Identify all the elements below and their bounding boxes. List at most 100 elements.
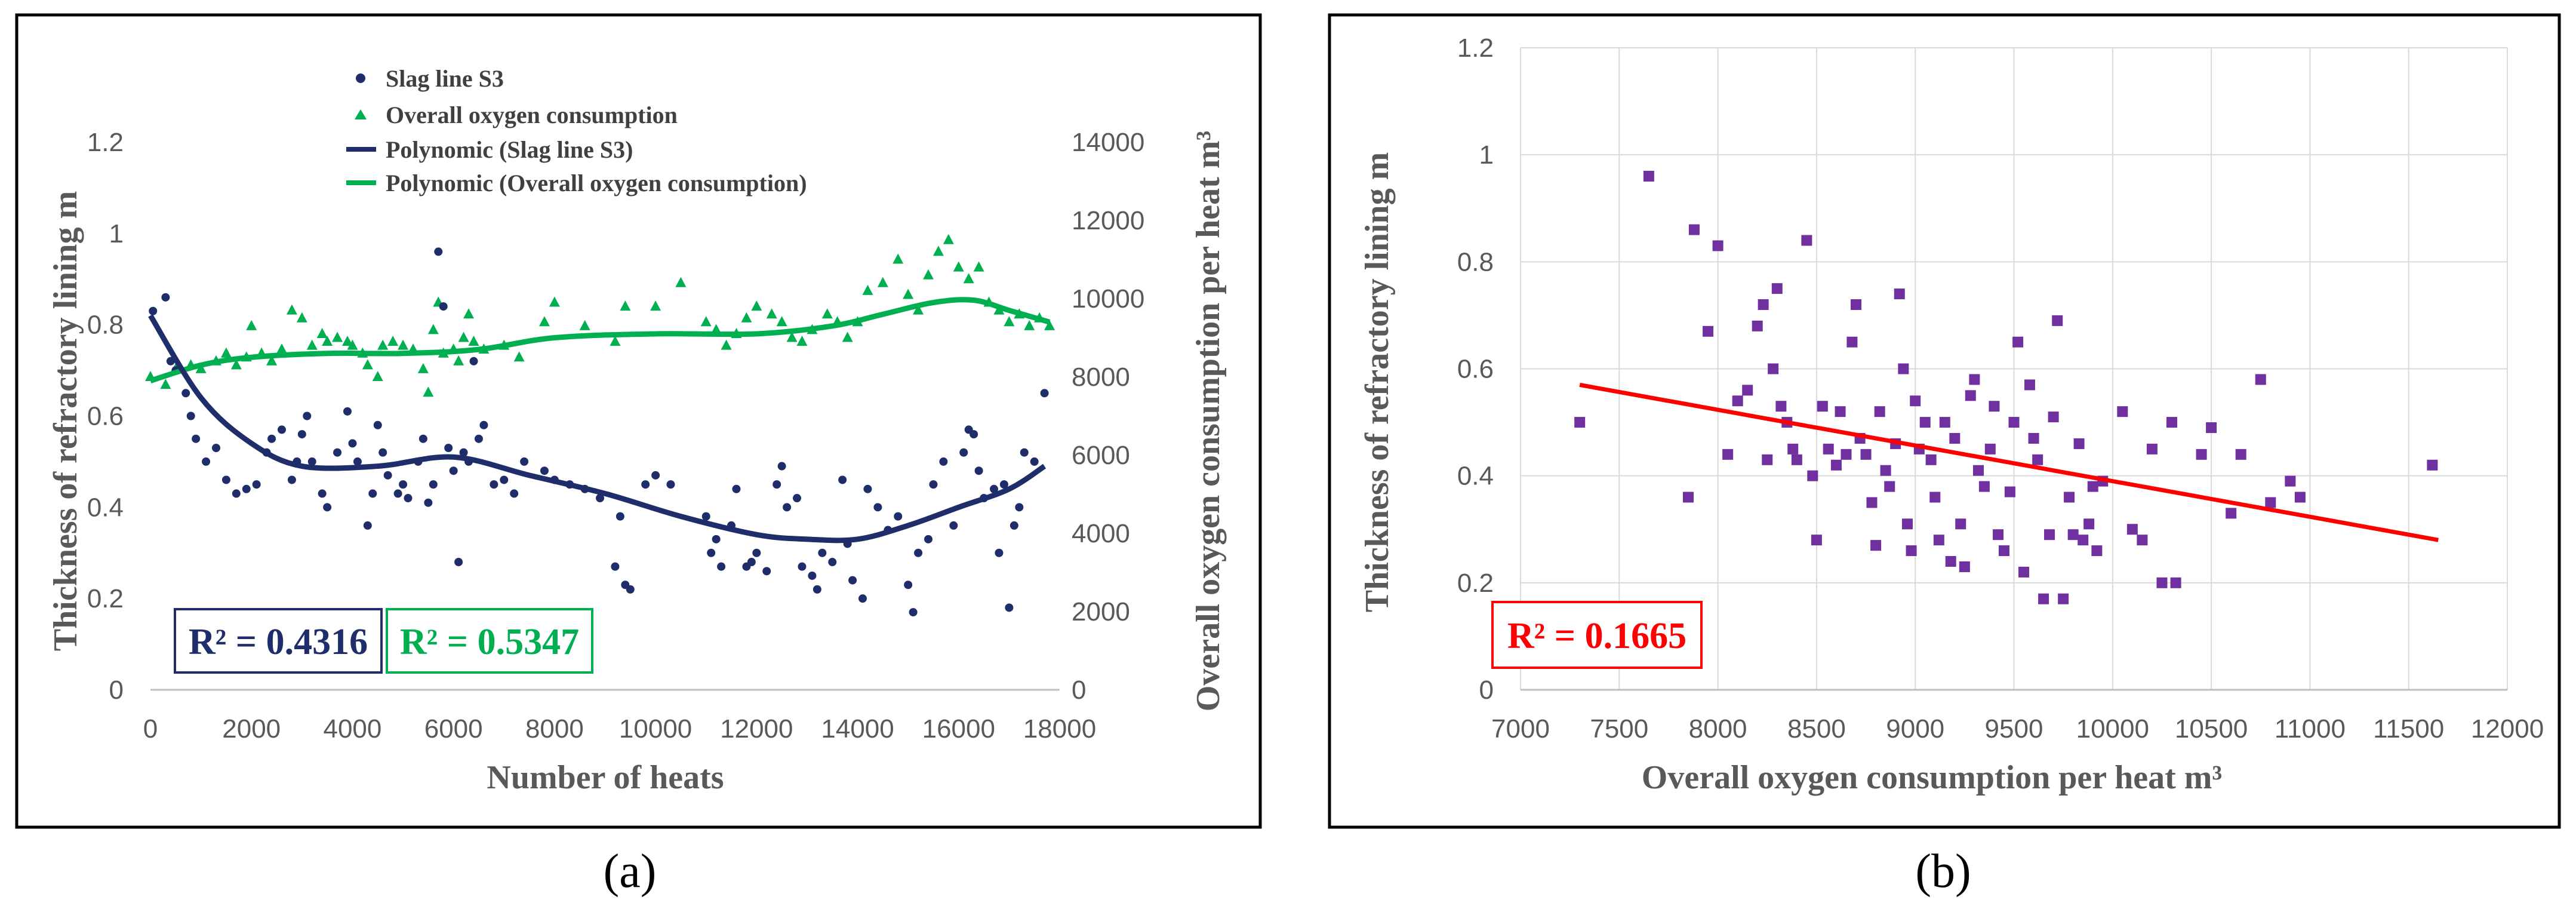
x-tick-b: 8500 [1787, 714, 1846, 744]
y2-tick-a: 0 [1072, 675, 1086, 705]
data-point-slag [454, 558, 463, 567]
data-point-slag [974, 466, 983, 475]
data-point-slag [914, 548, 923, 557]
data-point-b [1768, 363, 1779, 374]
x-tick-b: 10000 [2076, 714, 2149, 744]
data-point-oxygen [913, 304, 924, 315]
legend-label-poly-slag: Polynomic (Slag line S3) [386, 136, 633, 163]
data-point-b [2058, 593, 2069, 604]
data-point-slag [353, 457, 362, 466]
data-point-slag [520, 457, 529, 466]
legend-label-poly-oxygen: Polynomic (Overall oxygen consumption) [386, 170, 807, 196]
data-point-b [1955, 518, 1966, 530]
data-point-oxygen [1044, 320, 1055, 330]
trend-line-slag [148, 314, 1047, 543]
y-tick-a: 1.2 [87, 128, 124, 157]
r2-box-b [1491, 601, 1703, 669]
data-point-slag [383, 471, 392, 480]
x-tick-a: 4000 [323, 714, 381, 744]
data-point-slag [863, 484, 872, 493]
data-point-b [2206, 422, 2217, 434]
r2-label-slag: R² = 0.4316 [189, 622, 368, 662]
data-point-slag [373, 420, 382, 429]
data-point-oxygen [220, 347, 232, 358]
data-point-oxygen [973, 261, 984, 272]
data-point-b [1925, 454, 1937, 465]
data-point-slag [747, 558, 756, 567]
legend-label-slag: Slag line S3 [386, 65, 504, 92]
data-point-slag [267, 434, 276, 443]
data-point-b [2004, 486, 2015, 498]
data-point-oxygen [347, 339, 358, 350]
data-point-b [2285, 475, 2296, 487]
y-axis-title-a: Thickness of refractory lining m [47, 191, 84, 651]
data-point-slag [333, 448, 342, 457]
y2-tick-a: 8000 [1072, 363, 1130, 392]
data-point-slag [777, 462, 786, 471]
x-tick-a: 2000 [222, 714, 281, 744]
data-point-oxygen [751, 300, 762, 311]
data-point-oxygen [341, 336, 353, 346]
x-tick-a: 14000 [821, 714, 894, 744]
data-point-b [2048, 411, 2059, 423]
data-point-b [1933, 535, 1944, 546]
data-point-slag [343, 407, 352, 416]
data-point-slag [949, 521, 958, 530]
data-point-b [1945, 556, 1956, 567]
data-point-slag [848, 576, 857, 585]
data-point-oxygen [423, 386, 434, 397]
data-point-slag [611, 562, 620, 571]
data-point-b [1978, 481, 1990, 492]
data-point-slag [479, 420, 488, 429]
data-point-b [2038, 593, 2049, 604]
data-point-b [1874, 406, 1885, 417]
data-point-b [1712, 240, 1724, 251]
x-tick-b: 11000 [2275, 714, 2346, 744]
data-point-slag [242, 484, 251, 493]
data-point-oxygen [286, 304, 297, 315]
data-point-slag [894, 512, 903, 521]
data-point-slag [808, 571, 817, 580]
data-point-b [2012, 336, 2024, 348]
data-point-oxygen [932, 245, 944, 256]
data-point-slag [378, 448, 387, 457]
data-point-b [1807, 470, 1818, 481]
data-point-oxygen [877, 277, 888, 287]
data-point-slag [999, 480, 1008, 489]
data-point-slag [752, 548, 761, 557]
data-point-slag [232, 489, 241, 498]
x-tick-a: 0 [143, 714, 158, 744]
data-point-b [2265, 497, 2276, 508]
data-point-oxygen [276, 343, 287, 354]
data-point-b [2166, 417, 2177, 428]
data-point-b [2018, 566, 2030, 578]
data-point-b [1752, 320, 1763, 331]
data-point-oxygen [246, 320, 257, 330]
data-point-b [1841, 449, 1852, 460]
data-point-b [2044, 529, 2055, 541]
data-point-b [1683, 492, 1694, 503]
data-point-slag [732, 484, 741, 493]
data-point-slag [439, 302, 448, 311]
data-point-b [2156, 577, 2168, 588]
data-point-b [2137, 535, 2148, 546]
data-point-slag [429, 480, 438, 489]
y-tick-b: 0.2 [1457, 569, 1494, 598]
x-tick-a: 12000 [720, 714, 793, 744]
data-point-slag [161, 293, 170, 302]
data-point-b [1906, 545, 1917, 557]
data-point-b [2078, 535, 2089, 546]
data-point-slag [540, 466, 549, 475]
data-point-slag [149, 306, 158, 315]
data-point-b [1787, 443, 1799, 454]
data-point-slag [793, 494, 802, 503]
legend-marker-oxygen [355, 109, 367, 119]
data-point-oxygen [316, 327, 328, 338]
y2-tick-a: 12000 [1072, 206, 1144, 235]
data-point-slag [510, 489, 519, 498]
data-point-slag [773, 480, 781, 489]
data-point-oxygen [796, 336, 808, 346]
data-point-slag [959, 448, 968, 457]
data-point-slag [368, 489, 377, 498]
data-point-b [2083, 518, 2095, 530]
